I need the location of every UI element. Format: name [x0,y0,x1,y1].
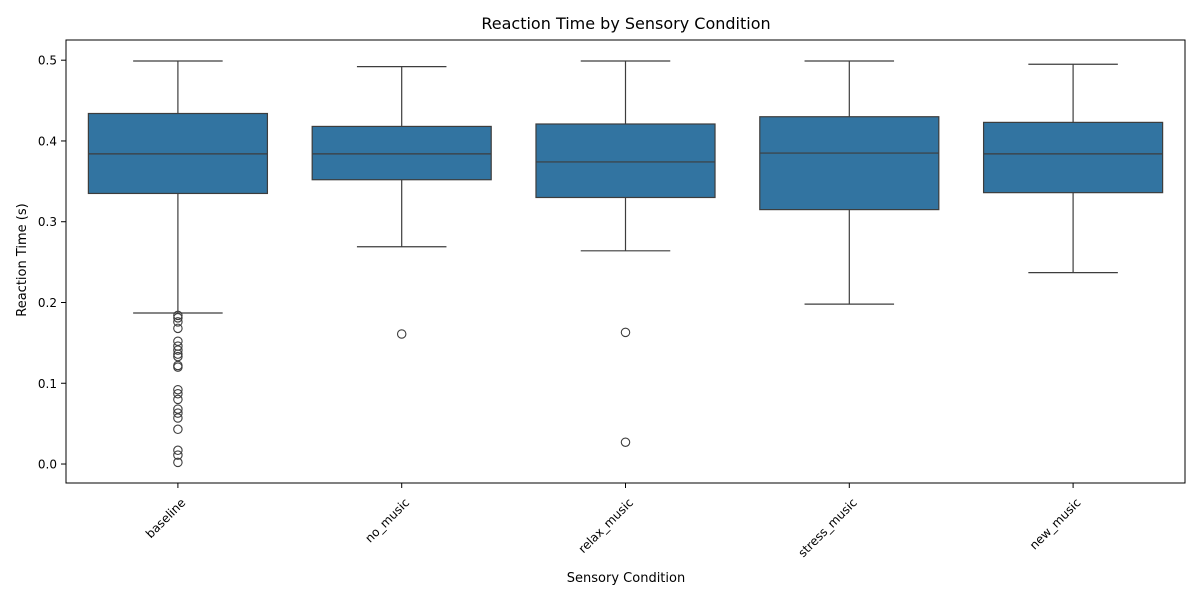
x-tick-label: baseline [143,496,188,541]
y-tick-label: 0.5 [38,54,57,68]
y-tick-label: 0.0 [38,458,57,472]
outlier-point [173,336,183,347]
outlier-point [173,408,183,418]
outlier-point [173,457,183,468]
y-tick-label: 0.4 [38,134,57,148]
box-group-no_music [311,66,492,339]
box-group-stress_music [759,60,940,305]
outlier-point [173,362,183,372]
outlier-point [173,424,183,435]
x-axis-label: Sensory Condition [567,571,685,586]
outlier-point [173,345,183,355]
y-axis-label: Reaction Time (s) [15,203,30,316]
outlier-point [173,317,183,327]
outlier-point [173,389,183,399]
outlier-point [620,327,631,338]
box-iqr [535,123,716,199]
outlier-point [173,450,183,460]
box-iqr [759,116,940,211]
x-tick-label: no_music [362,496,412,546]
y-tick-label: 0.3 [38,215,57,229]
outlier-point [173,323,183,334]
y-tick-label: 0.1 [38,377,57,391]
box-iqr [982,121,1164,194]
y-tick-label: 0.2 [38,296,57,310]
x-tick-label: stress_music [795,496,859,560]
box-group-relax_music [535,60,716,447]
box-iqr [311,125,492,181]
chart-title: Reaction Time by Sensory Condition [481,14,770,33]
x-tick-label: relax_music [576,496,636,556]
outlier-point [173,394,183,405]
boxes-layer [87,60,1164,468]
outlier-point [396,329,407,339]
outlier-point [173,413,183,423]
outlier-point [173,445,183,456]
outlier-point [173,384,183,395]
box-group-baseline [87,60,269,468]
x-tick-label: new_music [1027,496,1084,553]
outlier-point [173,310,183,321]
outlier-point [173,313,183,323]
outlier-point [620,437,631,447]
box-group-new_music [982,63,1164,274]
outlier-point [173,349,183,359]
